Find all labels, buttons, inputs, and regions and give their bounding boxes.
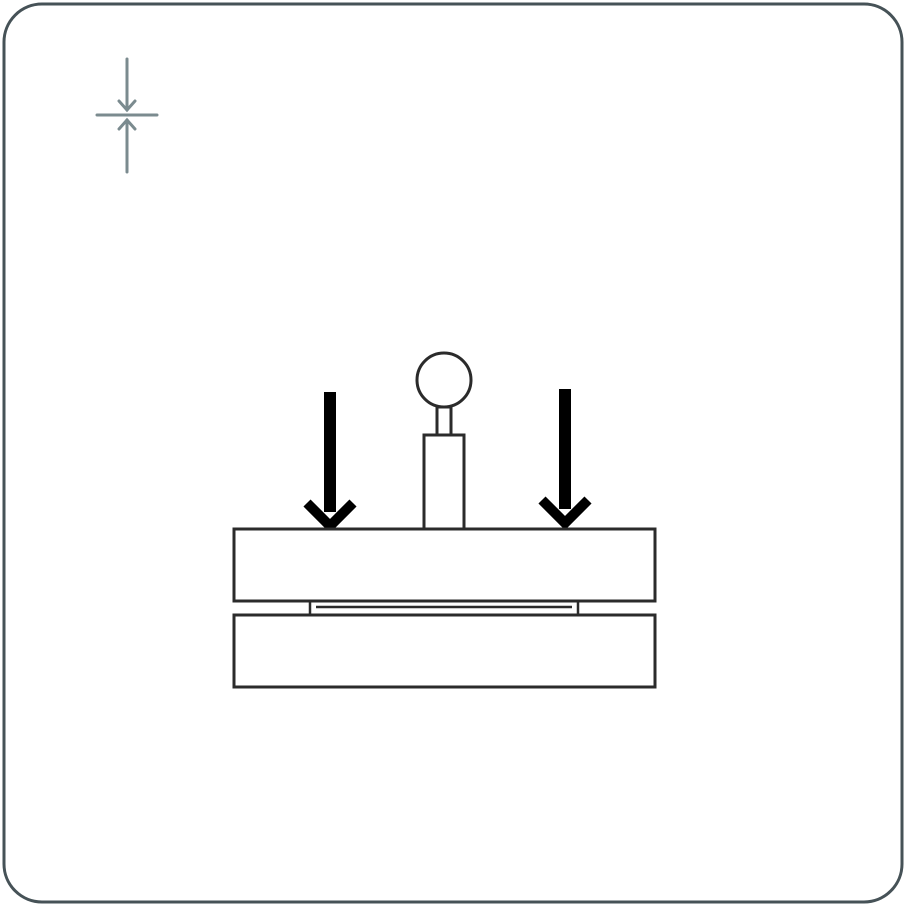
knob-icon bbox=[415, 351, 473, 531]
down-arrow-icon bbox=[538, 389, 592, 531]
down-arrow-icon bbox=[303, 392, 357, 534]
lower-plate bbox=[232, 613, 657, 689]
upper-plate bbox=[232, 527, 657, 603]
compress-gap-icon bbox=[95, 57, 159, 174]
